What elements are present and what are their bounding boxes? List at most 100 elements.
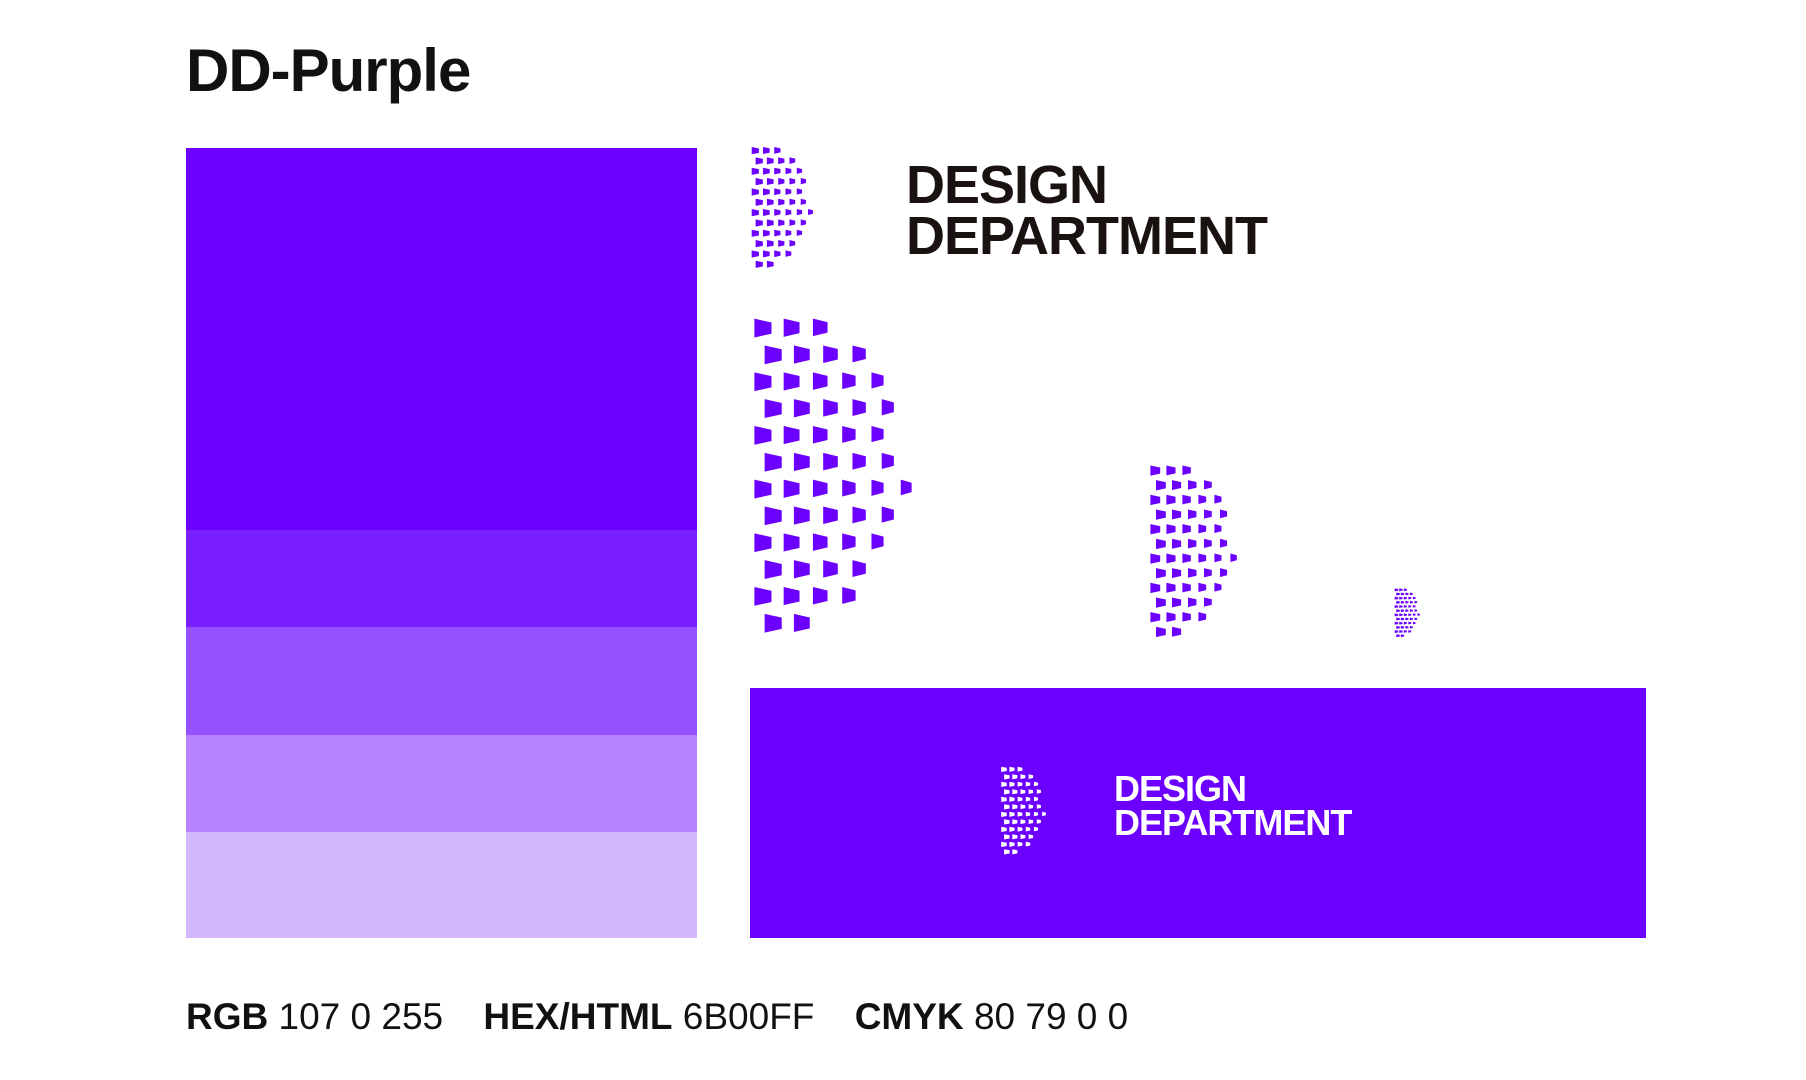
mark-dot bbox=[1036, 789, 1041, 794]
mark-dot bbox=[1400, 617, 1405, 621]
mark-dot bbox=[1405, 617, 1409, 621]
mark-dot bbox=[793, 506, 810, 525]
mark-dot bbox=[764, 613, 782, 633]
mark-dot bbox=[1166, 494, 1176, 505]
mark-dot bbox=[852, 506, 866, 524]
mark-dot bbox=[751, 147, 759, 155]
mark-dot bbox=[823, 506, 838, 524]
mark-dot bbox=[1150, 524, 1161, 535]
mark-dot bbox=[1394, 605, 1399, 608]
mark-dot bbox=[1009, 781, 1015, 787]
mark-dot bbox=[1028, 819, 1034, 824]
mark-dot bbox=[1020, 774, 1026, 780]
mark-dot bbox=[1156, 626, 1166, 638]
mark-dot bbox=[1001, 826, 1007, 832]
mark-dot bbox=[1400, 592, 1405, 596]
mark-dot bbox=[1198, 612, 1207, 622]
mark-dot bbox=[1001, 796, 1007, 802]
mark-dot bbox=[785, 167, 792, 175]
mark-dot bbox=[796, 188, 803, 195]
mark-dot bbox=[785, 250, 792, 257]
mark-dot bbox=[1396, 617, 1400, 621]
mark-dot bbox=[789, 178, 796, 185]
mark-dot bbox=[1172, 480, 1182, 491]
logo-line-design: DESIGN bbox=[1114, 768, 1247, 809]
mark-dot bbox=[1025, 781, 1031, 787]
mark-dot bbox=[1009, 796, 1015, 802]
mark-dot bbox=[1001, 811, 1007, 817]
mark-dot bbox=[1156, 509, 1166, 520]
mark-dot bbox=[754, 318, 772, 338]
mark-dot bbox=[1001, 766, 1007, 772]
mark-dot bbox=[778, 178, 785, 185]
mark-dot bbox=[1198, 524, 1207, 534]
color-swatch-3 bbox=[186, 627, 697, 735]
mark-dot bbox=[1412, 613, 1416, 616]
color-swatch-1 bbox=[186, 148, 697, 530]
mark-dot bbox=[800, 219, 807, 226]
mark-dot bbox=[1172, 568, 1182, 579]
mark-dot bbox=[793, 560, 810, 579]
dd-mark-icon bbox=[1150, 465, 1237, 638]
mark-dot bbox=[842, 587, 856, 604]
mark-dot bbox=[762, 188, 770, 196]
mark-dot bbox=[871, 426, 884, 443]
mark-dot bbox=[1001, 841, 1007, 847]
mark-dot bbox=[812, 426, 828, 444]
mark-dot bbox=[1412, 605, 1416, 608]
mark-dot bbox=[1400, 609, 1405, 613]
mark-dot bbox=[1409, 617, 1413, 621]
mark-dot bbox=[1020, 789, 1026, 795]
mark-dot bbox=[778, 157, 785, 165]
mark-dot bbox=[755, 219, 763, 227]
mark-dot bbox=[1166, 553, 1176, 564]
color-swatch-4 bbox=[186, 735, 697, 832]
mark-dot bbox=[783, 533, 800, 552]
mark-dot bbox=[1150, 494, 1161, 506]
mark-dot bbox=[1020, 834, 1026, 840]
mark-dot bbox=[1394, 621, 1399, 625]
mark-dot bbox=[1182, 465, 1191, 476]
mark-dot bbox=[755, 157, 763, 165]
mark-dot bbox=[766, 198, 774, 206]
mark-dot bbox=[1033, 826, 1039, 832]
mark-dot bbox=[812, 533, 828, 551]
mark-dot bbox=[1396, 600, 1400, 604]
mark-dot bbox=[842, 479, 856, 497]
mark-dot bbox=[852, 452, 866, 470]
mark-dot bbox=[1204, 597, 1212, 607]
mark-dot bbox=[1172, 597, 1182, 608]
mark-dot bbox=[1399, 613, 1403, 617]
mark-dot bbox=[1399, 630, 1403, 633]
mark-dot bbox=[881, 506, 894, 523]
mark-dot bbox=[1182, 524, 1191, 534]
mark-dot bbox=[1198, 494, 1207, 504]
mark-dot bbox=[1405, 625, 1409, 629]
logo-lockup-reversed bbox=[1000, 766, 1090, 856]
mark-dot bbox=[755, 240, 763, 248]
mark-dot bbox=[796, 229, 803, 236]
color-swatch-5 bbox=[186, 832, 697, 938]
page-title: DD-Purple bbox=[186, 37, 471, 104]
mark-dot bbox=[751, 209, 759, 217]
mark-dot bbox=[1409, 600, 1413, 604]
mark-dot bbox=[1198, 582, 1207, 592]
logo-line-department: DEPARTMENT bbox=[1114, 802, 1352, 844]
mark-dot bbox=[823, 560, 838, 578]
mark-dot bbox=[755, 260, 763, 268]
mark-dot bbox=[852, 345, 866, 363]
mark-dot bbox=[1028, 774, 1034, 779]
logo-line-design: DESIGN bbox=[906, 155, 1108, 215]
logo-banner-reversed: DESIGN DEPARTMENT bbox=[750, 688, 1646, 938]
mark-dot bbox=[1214, 582, 1222, 592]
mark-dot bbox=[871, 479, 884, 496]
mark-dot bbox=[1399, 605, 1403, 608]
mark-dot bbox=[1017, 841, 1023, 847]
mark-dot bbox=[1403, 613, 1407, 617]
mark-dot bbox=[764, 452, 782, 472]
mark-dot bbox=[852, 560, 866, 578]
mark-dot bbox=[842, 533, 856, 551]
mark-dot bbox=[1204, 538, 1212, 548]
mark-dot bbox=[1156, 597, 1166, 608]
mark-dot bbox=[766, 178, 774, 186]
